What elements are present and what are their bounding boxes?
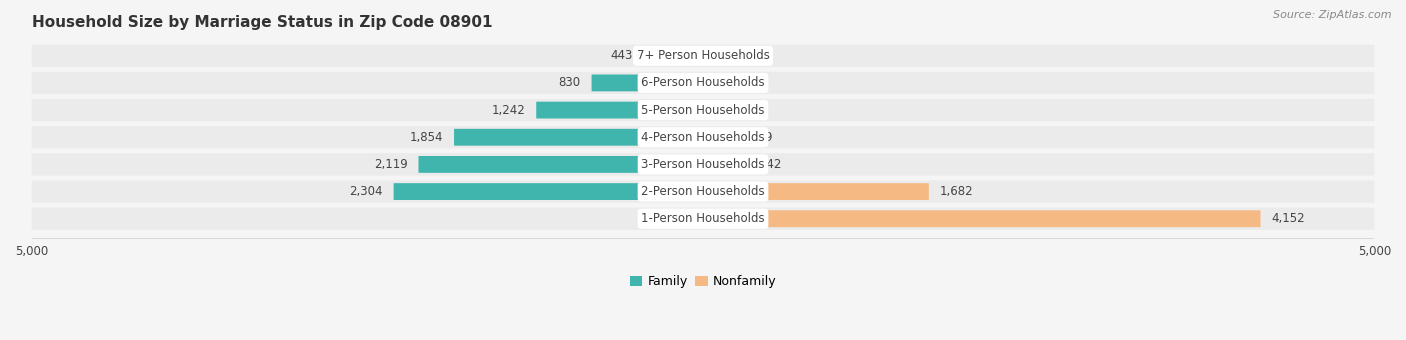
Text: Household Size by Marriage Status in Zip Code 08901: Household Size by Marriage Status in Zip… — [31, 15, 492, 30]
Text: 5-Person Households: 5-Person Households — [641, 104, 765, 117]
Text: 4-Person Households: 4-Person Households — [641, 131, 765, 144]
FancyBboxPatch shape — [419, 156, 703, 173]
FancyBboxPatch shape — [703, 74, 717, 91]
Legend: Family, Nonfamily: Family, Nonfamily — [624, 270, 782, 293]
Text: 1,242: 1,242 — [492, 104, 526, 117]
Text: 342: 342 — [759, 158, 782, 171]
FancyBboxPatch shape — [703, 210, 1261, 227]
FancyBboxPatch shape — [536, 102, 703, 119]
FancyBboxPatch shape — [703, 129, 740, 146]
Text: 1,682: 1,682 — [939, 185, 973, 198]
Text: 1-Person Households: 1-Person Households — [641, 212, 765, 225]
FancyBboxPatch shape — [31, 153, 1375, 175]
FancyBboxPatch shape — [394, 183, 703, 200]
FancyBboxPatch shape — [31, 72, 1375, 94]
FancyBboxPatch shape — [454, 129, 703, 146]
Text: 2-Person Households: 2-Person Households — [641, 185, 765, 198]
Text: 2,304: 2,304 — [349, 185, 382, 198]
Text: 3-Person Households: 3-Person Households — [641, 158, 765, 171]
Text: 7+ Person Households: 7+ Person Households — [637, 49, 769, 62]
FancyBboxPatch shape — [31, 208, 1375, 230]
FancyBboxPatch shape — [31, 126, 1375, 148]
Text: 105: 105 — [728, 76, 749, 89]
Text: 1,854: 1,854 — [409, 131, 443, 144]
Text: 269: 269 — [749, 131, 772, 144]
Text: 6-Person Households: 6-Person Households — [641, 76, 765, 89]
FancyBboxPatch shape — [703, 102, 716, 119]
Text: Source: ZipAtlas.com: Source: ZipAtlas.com — [1274, 10, 1392, 20]
Text: 830: 830 — [558, 76, 581, 89]
Text: 443: 443 — [610, 49, 633, 62]
FancyBboxPatch shape — [31, 99, 1375, 121]
FancyBboxPatch shape — [31, 181, 1375, 203]
FancyBboxPatch shape — [703, 156, 749, 173]
FancyBboxPatch shape — [592, 74, 703, 91]
Text: 187: 187 — [738, 49, 761, 62]
FancyBboxPatch shape — [703, 47, 728, 64]
FancyBboxPatch shape — [703, 183, 929, 200]
FancyBboxPatch shape — [644, 47, 703, 64]
Text: 2,119: 2,119 — [374, 158, 408, 171]
Text: 97: 97 — [727, 104, 742, 117]
FancyBboxPatch shape — [31, 45, 1375, 67]
Text: 4,152: 4,152 — [1271, 212, 1305, 225]
